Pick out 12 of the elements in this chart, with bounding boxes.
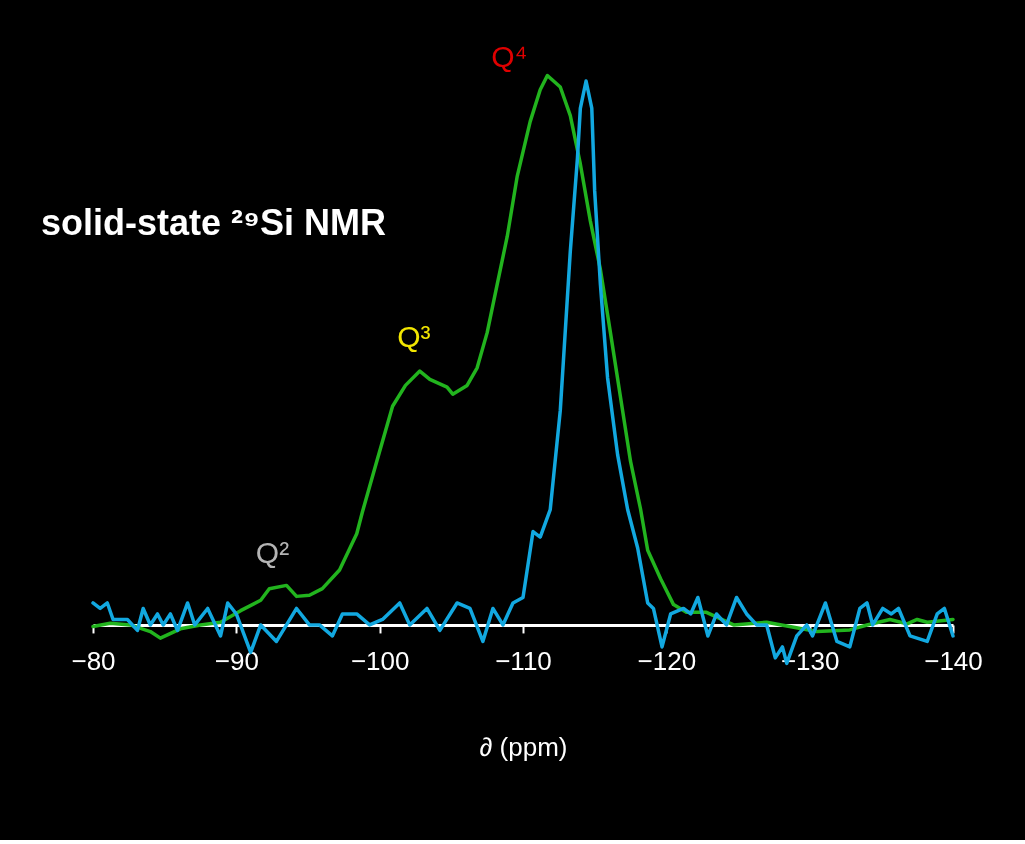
x-tick-label: −140 xyxy=(924,646,983,677)
annotation: Q² xyxy=(255,536,290,570)
annotation: Q³ xyxy=(397,320,431,354)
annotation: Q⁴ xyxy=(491,40,528,74)
x-tick-label: −80 xyxy=(71,646,116,677)
x-tick-label: −90 xyxy=(214,646,259,677)
x-tick-label: −100 xyxy=(350,646,410,677)
x-tick-label: −130 xyxy=(780,646,840,677)
x-axis-title: ∂ (ppm) xyxy=(479,732,568,763)
x-tick-label: −120 xyxy=(637,646,697,677)
x-tick-label: −110 xyxy=(495,646,552,677)
text: solid-state ²⁹Si NMR xyxy=(40,202,387,244)
